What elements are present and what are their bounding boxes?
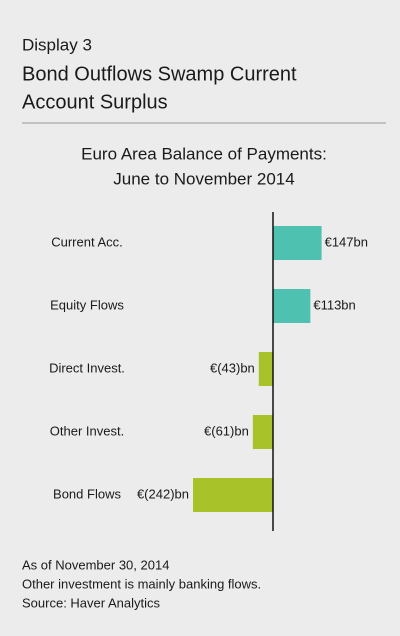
bar (252, 415, 273, 449)
page-title: Bond Outflows Swamp Current (22, 63, 297, 85)
category-label: Equity Flows (50, 297, 124, 312)
display-label: Display 3 (22, 35, 92, 54)
value-label: €(242)bn (137, 486, 189, 501)
category-label: Direct Invest. (49, 360, 125, 375)
value-label: €(43)bn (210, 360, 255, 375)
note: As of November 30, 2014 (22, 557, 169, 572)
chart-title: June to November 2014 (113, 169, 294, 188)
category-label: Other Invest. (50, 423, 124, 438)
chart-title: Euro Area Balance of Payments: (81, 144, 327, 163)
bar (273, 289, 311, 323)
value-label: €113bn (313, 297, 355, 312)
bar (258, 352, 273, 386)
bar (273, 226, 322, 260)
page-title: Account Surplus (22, 91, 168, 113)
category-label: Current Acc. (51, 234, 123, 249)
note: Other investment is mainly banking flows… (22, 576, 261, 591)
value-label: €(61)bn (204, 423, 249, 438)
value-label: €147bn (325, 234, 368, 249)
category-label: Bond Flows (53, 486, 121, 501)
bar (193, 478, 273, 512)
note: Source: Haver Analytics (22, 595, 161, 610)
